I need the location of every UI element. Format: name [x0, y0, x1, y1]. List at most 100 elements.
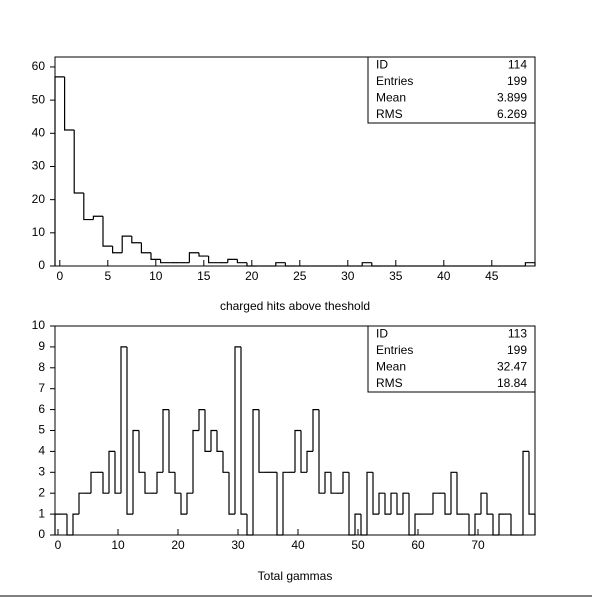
histogram-bin [54, 513, 61, 535]
histogram-bin [450, 471, 457, 515]
histogram-bin [480, 492, 487, 515]
histogram-bin [78, 492, 85, 515]
histogram-bin [402, 492, 409, 515]
stats-box [367, 56, 536, 124]
histogram-bin [102, 472, 109, 494]
histogram-bin [372, 472, 379, 515]
stats-box [367, 325, 536, 393]
y-tick-label: 60 [32, 59, 46, 73]
stats-label: RMS [376, 376, 403, 390]
histogram-bin [186, 492, 193, 515]
histogram-bin [408, 493, 415, 536]
histogram-bin [102, 216, 113, 247]
histogram-bin [456, 472, 463, 515]
histogram-bin [198, 409, 205, 431]
histogram-bin [246, 262, 257, 267]
histogram-bin [524, 262, 536, 266]
histogram-bin [131, 236, 142, 244]
histogram-bin [312, 409, 319, 452]
histogram-bin [390, 492, 397, 515]
stats-value: 113 [508, 326, 527, 340]
x-tick-label: 35 [389, 269, 403, 283]
y-tick-label: 0 [38, 258, 45, 272]
histogram-bin [318, 409, 325, 494]
histogram-bin [498, 513, 505, 535]
histogram-bin [90, 471, 97, 494]
histogram-bin [468, 514, 475, 536]
histogram-bin [72, 513, 79, 535]
y-tick-label: 6 [38, 402, 45, 416]
x-axis-label: charged hits above theshold [220, 299, 370, 313]
histogram-bin [168, 409, 175, 473]
histogram-bin [361, 262, 372, 266]
histogram-bin [144, 472, 151, 494]
x-tick-label: 10 [111, 538, 125, 552]
histogram-bin [234, 346, 241, 515]
histogram-bin [378, 492, 385, 515]
histogram-bin [216, 430, 223, 452]
histogram-bin [342, 471, 349, 494]
y-tick-label: 30 [32, 159, 46, 173]
y-tick-label: 5 [38, 423, 45, 437]
histogram-bin [258, 409, 265, 473]
stats-label: ID [376, 57, 388, 71]
histogram-bin [112, 246, 123, 254]
histogram-bin [366, 471, 373, 535]
stats-label: Mean [376, 90, 406, 104]
histogram-bin [252, 409, 259, 535]
histogram-bin [73, 129, 84, 194]
histogram-bin [510, 514, 517, 536]
y-tick-label: 8 [38, 360, 45, 374]
histogram-bin [192, 429, 199, 494]
x-tick-label: 25 [293, 269, 307, 283]
histogram-bin [210, 429, 217, 452]
histogram-bin [492, 514, 499, 536]
histogram-bin [240, 346, 247, 515]
stats-value: 6.269 [497, 107, 527, 121]
x-tick-label: 70 [471, 538, 485, 552]
histogram-bin [228, 472, 235, 515]
histogram-bin [371, 262, 382, 267]
x-tick-label: 0 [55, 538, 62, 552]
y-tick-label: 0 [38, 527, 45, 541]
x-tick-label: 45 [485, 269, 499, 283]
histogram-bin [138, 430, 145, 473]
y-tick-label: 3 [38, 464, 45, 478]
y-tick-label: 10 [32, 318, 46, 332]
x-tick-label: 40 [437, 269, 451, 283]
histogram-bin [246, 514, 253, 536]
histogram-bin [348, 472, 355, 536]
histogram-bin [208, 256, 219, 264]
histogram-bin [126, 346, 133, 515]
x-tick-label: 30 [341, 269, 355, 283]
y-tick-label: 1 [38, 506, 45, 520]
stats-value: 114 [508, 57, 527, 71]
x-axis-label: Total gammas [258, 569, 333, 583]
histogram-bin [92, 215, 103, 220]
histogram-bin [354, 513, 361, 535]
x-tick-label: 10 [149, 269, 163, 283]
histogram-bin [120, 346, 127, 494]
stats-label: ID [376, 326, 388, 340]
stats-value: 199 [507, 343, 527, 357]
stats-label: Mean [376, 359, 406, 373]
histogram-bin [474, 513, 481, 535]
y-tick-label: 50 [32, 92, 46, 106]
histogram-bin [150, 252, 161, 260]
stats-label: Entries [376, 74, 413, 88]
histogram-bin [222, 451, 229, 473]
histogram-bin [528, 451, 536, 535]
histogram-bin [180, 493, 187, 515]
histogram-bin [306, 450, 313, 473]
x-tick-label: 60 [411, 538, 425, 552]
histogram-bin [54, 76, 65, 266]
histogram-bin [324, 471, 331, 494]
histogram-bin [204, 409, 211, 452]
histogram-bin [160, 259, 171, 264]
stats-label: RMS [376, 107, 403, 121]
y-tick-label: 40 [32, 125, 46, 139]
histogram-bin [486, 493, 493, 515]
y-tick-label: 10 [32, 225, 46, 239]
histogram-bin [276, 472, 283, 536]
